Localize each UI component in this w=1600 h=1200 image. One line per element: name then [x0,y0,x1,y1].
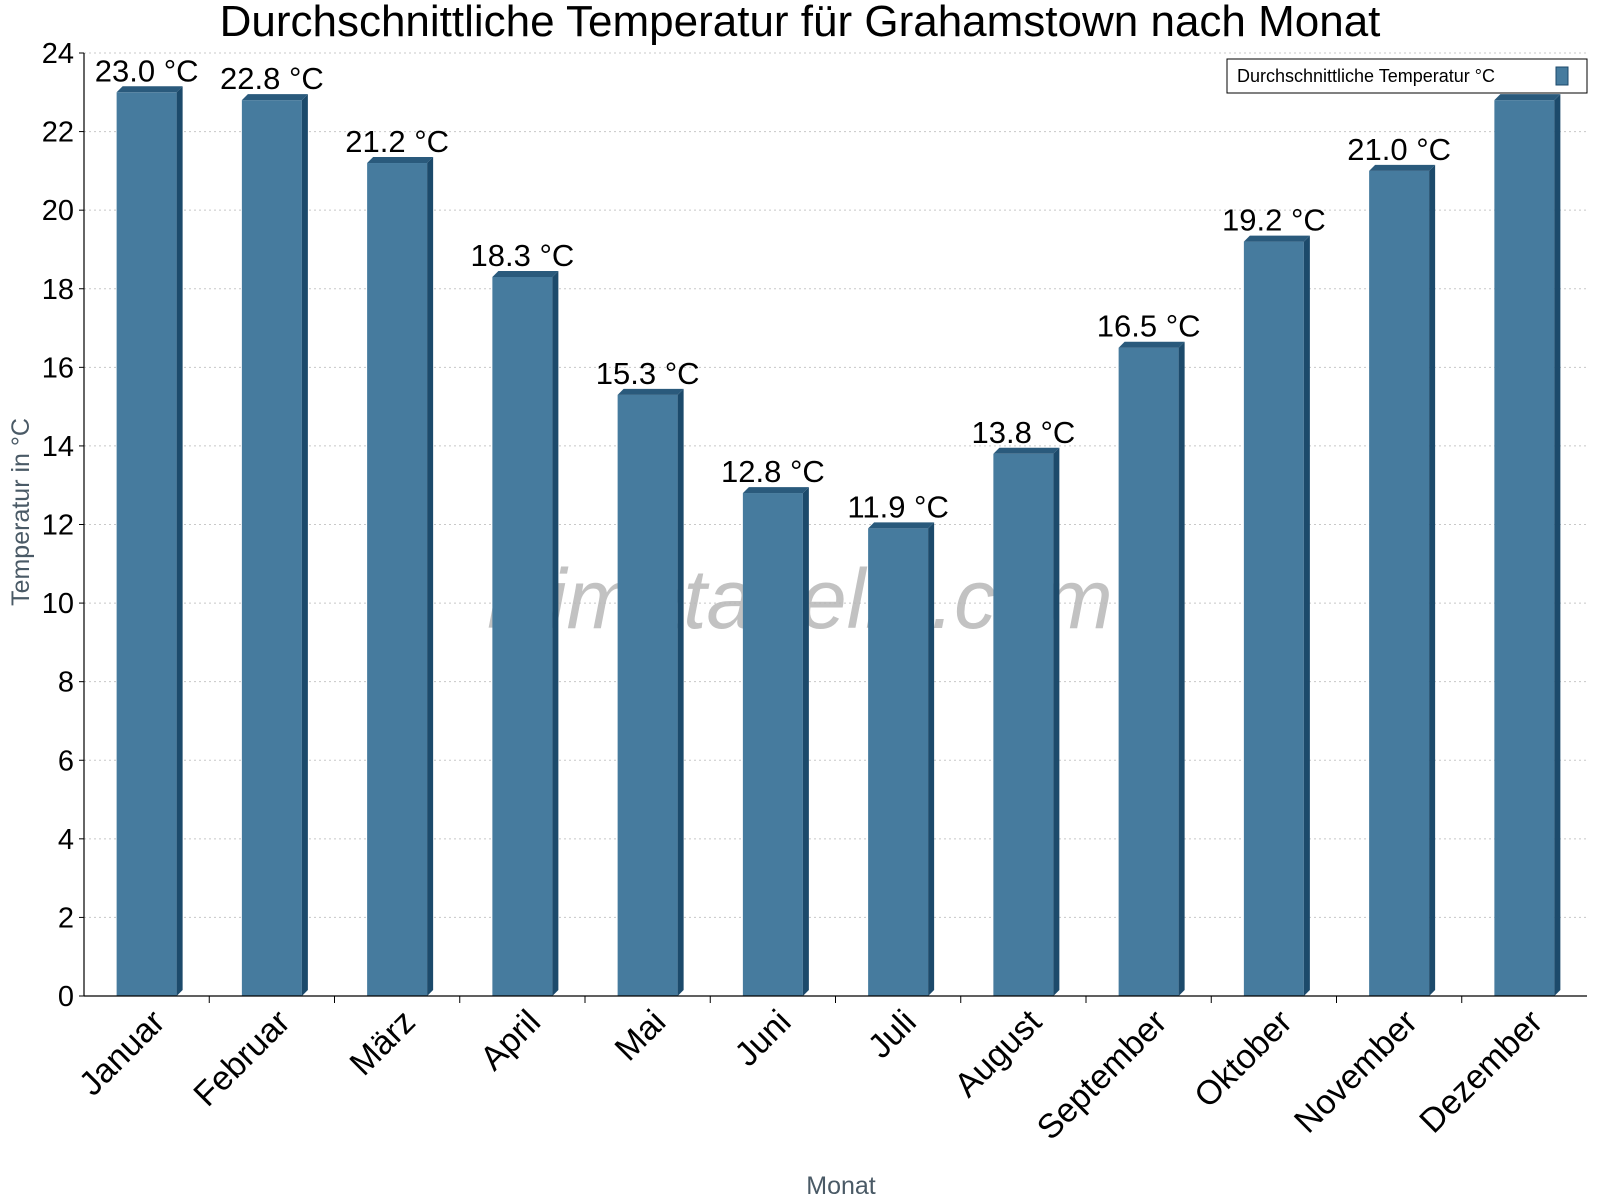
y-tick-label: 2 [58,902,74,934]
y-tick-label: 14 [42,431,74,463]
data-label: 15.3 °C [596,356,700,391]
data-label: 12.8 °C [721,454,825,489]
data-labels: 23.0 °C 22.8 °C 21.2 °C 18.3 °C 15.3 °C 12.8 … [95,53,1451,524]
bar-side [1303,235,1310,997]
bar-dezember [1494,94,1561,996]
bar-top [1243,235,1310,242]
x-tick-label: Februar [186,1003,297,1114]
bar-side [1429,164,1436,996]
bar-april [492,270,559,996]
x-tick-label: November [1287,1003,1425,1141]
y-tick-label: 6 [58,745,74,777]
bar-top [742,487,809,494]
legend-label: Durchschnittliche Temperatur °C [1237,66,1495,86]
x-tick-label: Juli [861,1003,924,1066]
x-tick-label: Juni [728,1003,799,1074]
bar-side [677,388,684,996]
bar-front [116,92,177,996]
bar-top [617,388,684,395]
bar-juni [742,487,809,996]
bar-mai [617,388,684,996]
y-tick-label: 8 [58,667,74,699]
bar-top [1118,341,1185,348]
bar-front [868,528,929,996]
x-axis-title: Monat [806,1172,876,1200]
x-tick-label: Dezember [1412,1003,1550,1141]
bar-top [1369,164,1436,171]
bar-front [1369,170,1430,996]
bar-front [492,276,553,996]
bar-top [868,522,935,529]
bar-front [617,394,678,996]
bar-side [301,94,308,996]
bar-front [1118,347,1179,996]
y-tick-label: 4 [58,824,74,856]
bar-side [1053,447,1060,996]
bar-januar [116,86,183,996]
chart-title: Durchschnittliche Temperatur für Grahams… [220,0,1381,46]
axes [83,53,1587,1003]
bar-august [993,447,1060,996]
y-tick-label: 12 [42,510,74,542]
bar-front [241,100,302,996]
y-tick-label: 10 [42,588,74,620]
y-axis-title: Temperatur in °C [7,418,35,606]
bar-side [1554,94,1561,996]
bar-front [367,163,428,996]
bar-juli [868,522,935,996]
bar-side [802,487,809,996]
bar-top [492,270,559,277]
legend-box [1226,58,1588,94]
y-tick-label: 16 [42,352,74,384]
grid-lines [84,52,1587,918]
bar-front [1243,241,1304,997]
legend: Durchschnittliche Temperatur °C [1226,58,1588,94]
bar-top [116,86,183,93]
data-label: 13.8 °C [972,415,1076,450]
data-label: 18.3 °C [471,238,575,273]
y-tick-label: 18 [42,274,74,306]
bar-front [742,493,803,996]
y-tick-label: 0 [58,981,74,1013]
bars [116,86,1561,997]
bar-front [993,453,1054,996]
y-tick-label: 24 [42,38,74,70]
bar-side [1178,341,1185,996]
x-tick-label: Januar [72,1003,172,1103]
x-tick-label: September [1030,1003,1174,1147]
bar-märz [367,157,434,996]
legend-swatch [1555,66,1569,86]
data-label: 16.5 °C [1097,309,1201,344]
y-tick-label: 20 [42,195,74,227]
data-label: 21.2 °C [345,124,449,159]
bar-side [176,86,183,996]
bar-oktober [1243,235,1310,997]
data-label: 21.0 °C [1347,132,1451,167]
x-tick-label: März [342,1003,422,1083]
x-tick-label: Mai [608,1003,674,1069]
bar-november [1369,164,1436,996]
bar-februar [241,94,308,996]
bar-top [1494,94,1561,101]
bar-september [1118,341,1185,996]
bar-front [1494,100,1555,996]
bar-top [241,94,308,101]
x-tick-label: August [947,1002,1049,1104]
bar-side [552,270,559,996]
x-tick-label: Oktober [1187,1003,1299,1115]
y-tick-label: 22 [42,117,74,149]
x-tick-labels: Januar Februar März April Mai Juni Juli AugustS… [72,1002,1550,1147]
bar-top [993,447,1060,454]
bar-side [427,157,434,996]
x-tick-label: April [473,1003,548,1078]
bar-top [367,157,434,164]
bar-side [928,522,935,996]
data-label: 19.2 °C [1222,203,1326,238]
data-label: 22.8 °C [220,61,324,96]
data-label: 23.0 °C [95,53,199,88]
data-label: 11.9 °C [847,489,948,524]
